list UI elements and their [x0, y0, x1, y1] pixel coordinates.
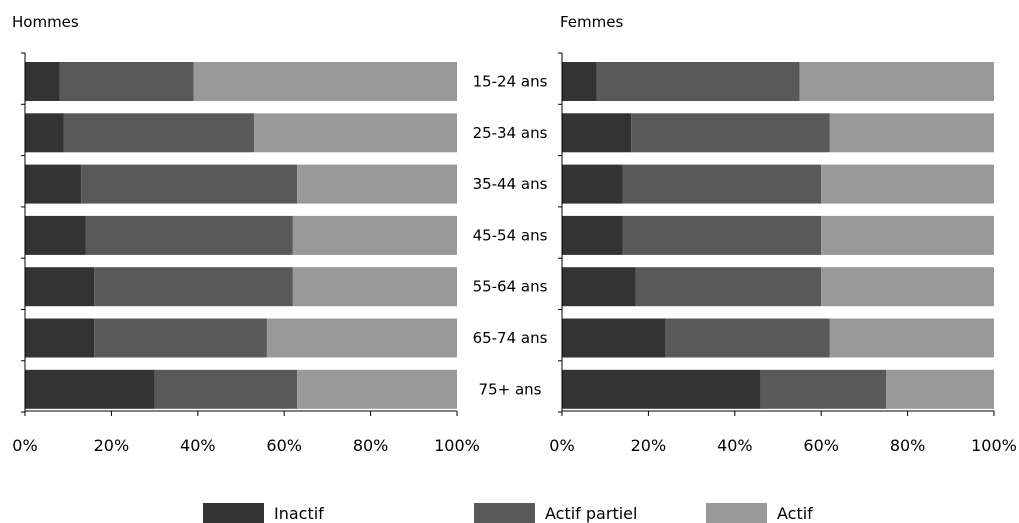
legend: Inactif Actif partiel Actif	[203, 503, 813, 523]
category-label: 25-34 ans	[473, 124, 548, 142]
bar-left-2-inactif	[25, 164, 82, 204]
left-panel-title: Hommes	[12, 13, 79, 31]
category-label: 65-74 ans	[473, 329, 548, 347]
category-label: 45-54 ans	[473, 226, 548, 244]
category-label: 75+ ans	[479, 380, 542, 398]
bar-left-6-inactif	[25, 369, 155, 409]
bar-right-6-inactif	[562, 369, 761, 409]
right-panel: 0% 20% 40% 60% 80% 100%	[549, 52, 1017, 455]
legend-label: Actif	[777, 504, 813, 523]
category-label: 35-44 ans	[473, 175, 548, 193]
bar-right-3-inactif	[562, 215, 623, 255]
x-tick-label: 40%	[180, 436, 216, 455]
legend-label: Inactif	[274, 504, 324, 523]
bar-left-5-inactif	[25, 318, 95, 358]
bar-left-4-actif	[292, 267, 457, 307]
x-tick-label: 80%	[353, 436, 389, 455]
bar-right-2-actif	[821, 164, 994, 204]
x-tick-label: 60%	[266, 436, 302, 455]
bar-right-4-actif	[821, 267, 994, 307]
bar-left-2-actif-partiel	[81, 164, 298, 204]
bar-right-1-actif	[829, 113, 994, 153]
x-tick-label: 100%	[434, 436, 480, 455]
x-tick-label: 20%	[631, 436, 667, 455]
bar-left-3-actif-partiel	[85, 215, 293, 255]
bar-left-0-actif	[193, 62, 458, 101]
legend-swatch	[203, 503, 264, 523]
bar-left-1-actif-partiel	[63, 113, 254, 153]
x-tick-label: 80%	[890, 436, 926, 455]
bar-left-1-inactif	[25, 113, 64, 153]
legend-label: Actif partiel	[545, 504, 637, 523]
category-label: 15-24 ans	[473, 73, 548, 91]
bar-right-5-actif-partiel	[665, 318, 830, 358]
left-panel: 0% 20% 40% 60% 80% 100%	[12, 52, 480, 455]
bar-right-2-inactif	[562, 164, 623, 204]
bar-right-3-actif	[821, 215, 994, 255]
x-tick-label: 40%	[717, 436, 753, 455]
bar-left-6-actif-partiel	[154, 369, 298, 409]
bar-right-6-actif-partiel	[760, 369, 886, 409]
bar-left-3-inactif	[25, 215, 86, 255]
bar-left-0-actif-partiel	[59, 62, 194, 101]
x-tick-label: 0%	[12, 436, 37, 455]
bar-left-1-actif	[253, 113, 457, 153]
x-tick-label: 0%	[549, 436, 574, 455]
bar-right-1-actif-partiel	[631, 113, 830, 153]
bar-left-2-actif	[297, 164, 457, 204]
bar-right-0-actif	[799, 62, 994, 101]
bar-right-5-actif	[829, 318, 994, 358]
bar-left-3-actif	[292, 215, 457, 255]
bar-right-6-actif	[886, 369, 994, 409]
right-panel-title: Femmes	[560, 13, 623, 31]
category-labels: 15-24 ans 25-34 ans 35-44 ans 45-54 ans 55-6…	[473, 73, 548, 399]
bar-right-1-inactif	[562, 113, 632, 153]
bar-right-0-inactif	[562, 62, 597, 101]
legend-swatch	[706, 503, 767, 523]
x-tick-label: 20%	[94, 436, 130, 455]
x-tick-label: 100%	[971, 436, 1017, 455]
bar-right-4-actif-partiel	[635, 267, 822, 307]
x-tick-label: 60%	[803, 436, 839, 455]
bar-left-0-inactif	[25, 62, 60, 101]
bar-left-5-actif	[266, 318, 457, 358]
bar-left-4-actif-partiel	[94, 267, 293, 307]
category-label: 55-64 ans	[473, 278, 548, 296]
legend-swatch	[474, 503, 535, 523]
bar-left-5-actif-partiel	[94, 318, 267, 358]
bar-right-4-inactif	[562, 267, 636, 307]
bar-right-3-actif-partiel	[622, 215, 822, 255]
bar-right-5-inactif	[562, 318, 666, 358]
bar-left-4-inactif	[25, 267, 95, 307]
bar-right-0-actif-partiel	[596, 62, 800, 101]
bar-left-6-actif	[297, 369, 457, 409]
bar-right-2-actif-partiel	[622, 164, 822, 204]
